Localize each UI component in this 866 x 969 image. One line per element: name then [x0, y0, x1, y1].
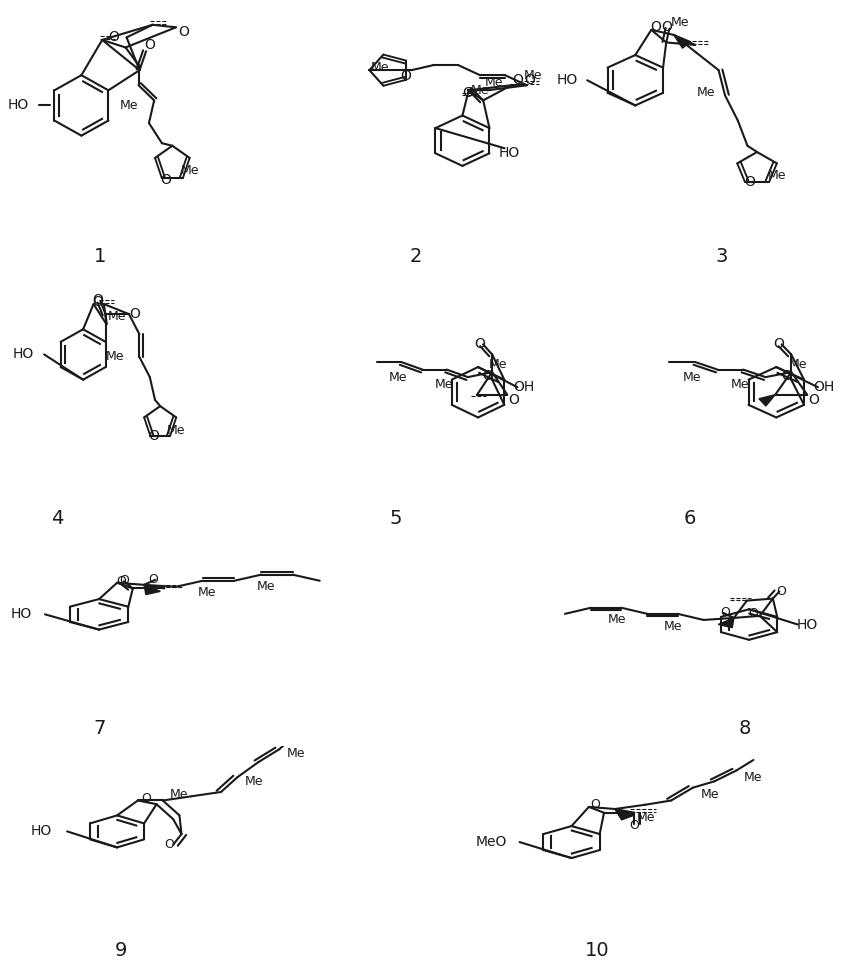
Text: HO: HO: [499, 146, 520, 160]
Text: O: O: [462, 86, 473, 100]
Text: 9: 9: [115, 941, 127, 960]
Text: Me: Me: [524, 69, 542, 81]
Text: HO: HO: [797, 617, 818, 632]
Text: 1: 1: [94, 247, 106, 266]
Text: 8: 8: [739, 719, 751, 737]
Text: O: O: [721, 607, 730, 619]
Text: Me: Me: [489, 358, 507, 371]
Text: O: O: [744, 174, 755, 189]
Text: Me: Me: [120, 99, 139, 112]
Polygon shape: [615, 809, 634, 820]
Text: O: O: [650, 20, 662, 34]
Text: MeO: MeO: [475, 835, 507, 849]
Polygon shape: [759, 394, 775, 406]
Text: O: O: [777, 585, 786, 598]
Text: 5: 5: [390, 509, 403, 528]
Text: Me: Me: [180, 164, 199, 177]
Text: O: O: [401, 69, 411, 83]
Text: O: O: [119, 575, 129, 587]
Text: O: O: [475, 337, 486, 352]
Text: 4: 4: [51, 509, 63, 528]
Text: Me: Me: [671, 16, 689, 29]
Text: HO: HO: [7, 99, 29, 112]
Text: HO: HO: [12, 348, 34, 361]
Text: Me: Me: [788, 358, 807, 371]
Text: O: O: [781, 369, 792, 383]
Text: O: O: [630, 819, 639, 832]
Text: O: O: [178, 25, 189, 40]
Text: O: O: [164, 838, 174, 851]
Text: O: O: [773, 337, 784, 352]
Text: O: O: [482, 369, 493, 383]
Text: Me: Me: [167, 423, 185, 436]
Text: Me: Me: [171, 788, 189, 800]
Text: Me: Me: [256, 580, 275, 593]
Text: Me: Me: [696, 86, 715, 100]
Text: 6: 6: [683, 509, 696, 528]
Text: O: O: [117, 575, 126, 588]
Text: O: O: [129, 307, 139, 321]
Text: OH: OH: [814, 380, 835, 394]
Text: Me: Me: [389, 370, 407, 384]
Text: O: O: [748, 608, 759, 620]
Text: O: O: [108, 30, 119, 45]
Text: 7: 7: [93, 719, 106, 737]
Text: Me: Me: [637, 811, 655, 824]
Text: Me: Me: [731, 378, 749, 391]
Text: HO: HO: [556, 74, 578, 87]
Text: O: O: [149, 428, 159, 443]
Text: Me: Me: [767, 170, 786, 182]
Text: Me: Me: [744, 770, 763, 784]
Text: Me: Me: [701, 788, 720, 800]
Text: HO: HO: [30, 825, 52, 838]
Text: Me: Me: [471, 83, 489, 97]
Text: 2: 2: [410, 247, 422, 266]
Text: O: O: [92, 295, 103, 308]
Text: O: O: [93, 294, 103, 307]
Text: O: O: [525, 74, 535, 87]
Text: O: O: [160, 173, 171, 187]
Text: O: O: [661, 20, 672, 34]
Text: Me: Me: [682, 370, 701, 384]
Text: 10: 10: [585, 941, 610, 960]
Polygon shape: [674, 35, 691, 48]
Text: O: O: [591, 798, 600, 811]
Text: O: O: [808, 392, 819, 407]
Text: O: O: [145, 38, 155, 52]
Text: Me: Me: [245, 775, 263, 788]
Text: Me: Me: [287, 747, 305, 760]
Polygon shape: [144, 585, 160, 595]
Text: Me: Me: [198, 586, 216, 600]
Polygon shape: [718, 618, 734, 628]
Text: O: O: [508, 392, 519, 407]
Text: Me: Me: [371, 61, 390, 74]
Text: O: O: [141, 792, 152, 805]
Text: Me: Me: [106, 351, 124, 363]
Text: 3: 3: [715, 247, 728, 266]
Text: Me: Me: [664, 619, 682, 633]
Text: Me: Me: [608, 613, 626, 626]
Text: Me: Me: [484, 77, 503, 89]
Text: Me: Me: [435, 378, 453, 391]
Text: OH: OH: [513, 380, 534, 394]
Text: O: O: [512, 74, 523, 87]
Text: Me: Me: [107, 310, 126, 324]
Text: O: O: [148, 574, 158, 586]
Text: HO: HO: [10, 608, 31, 621]
